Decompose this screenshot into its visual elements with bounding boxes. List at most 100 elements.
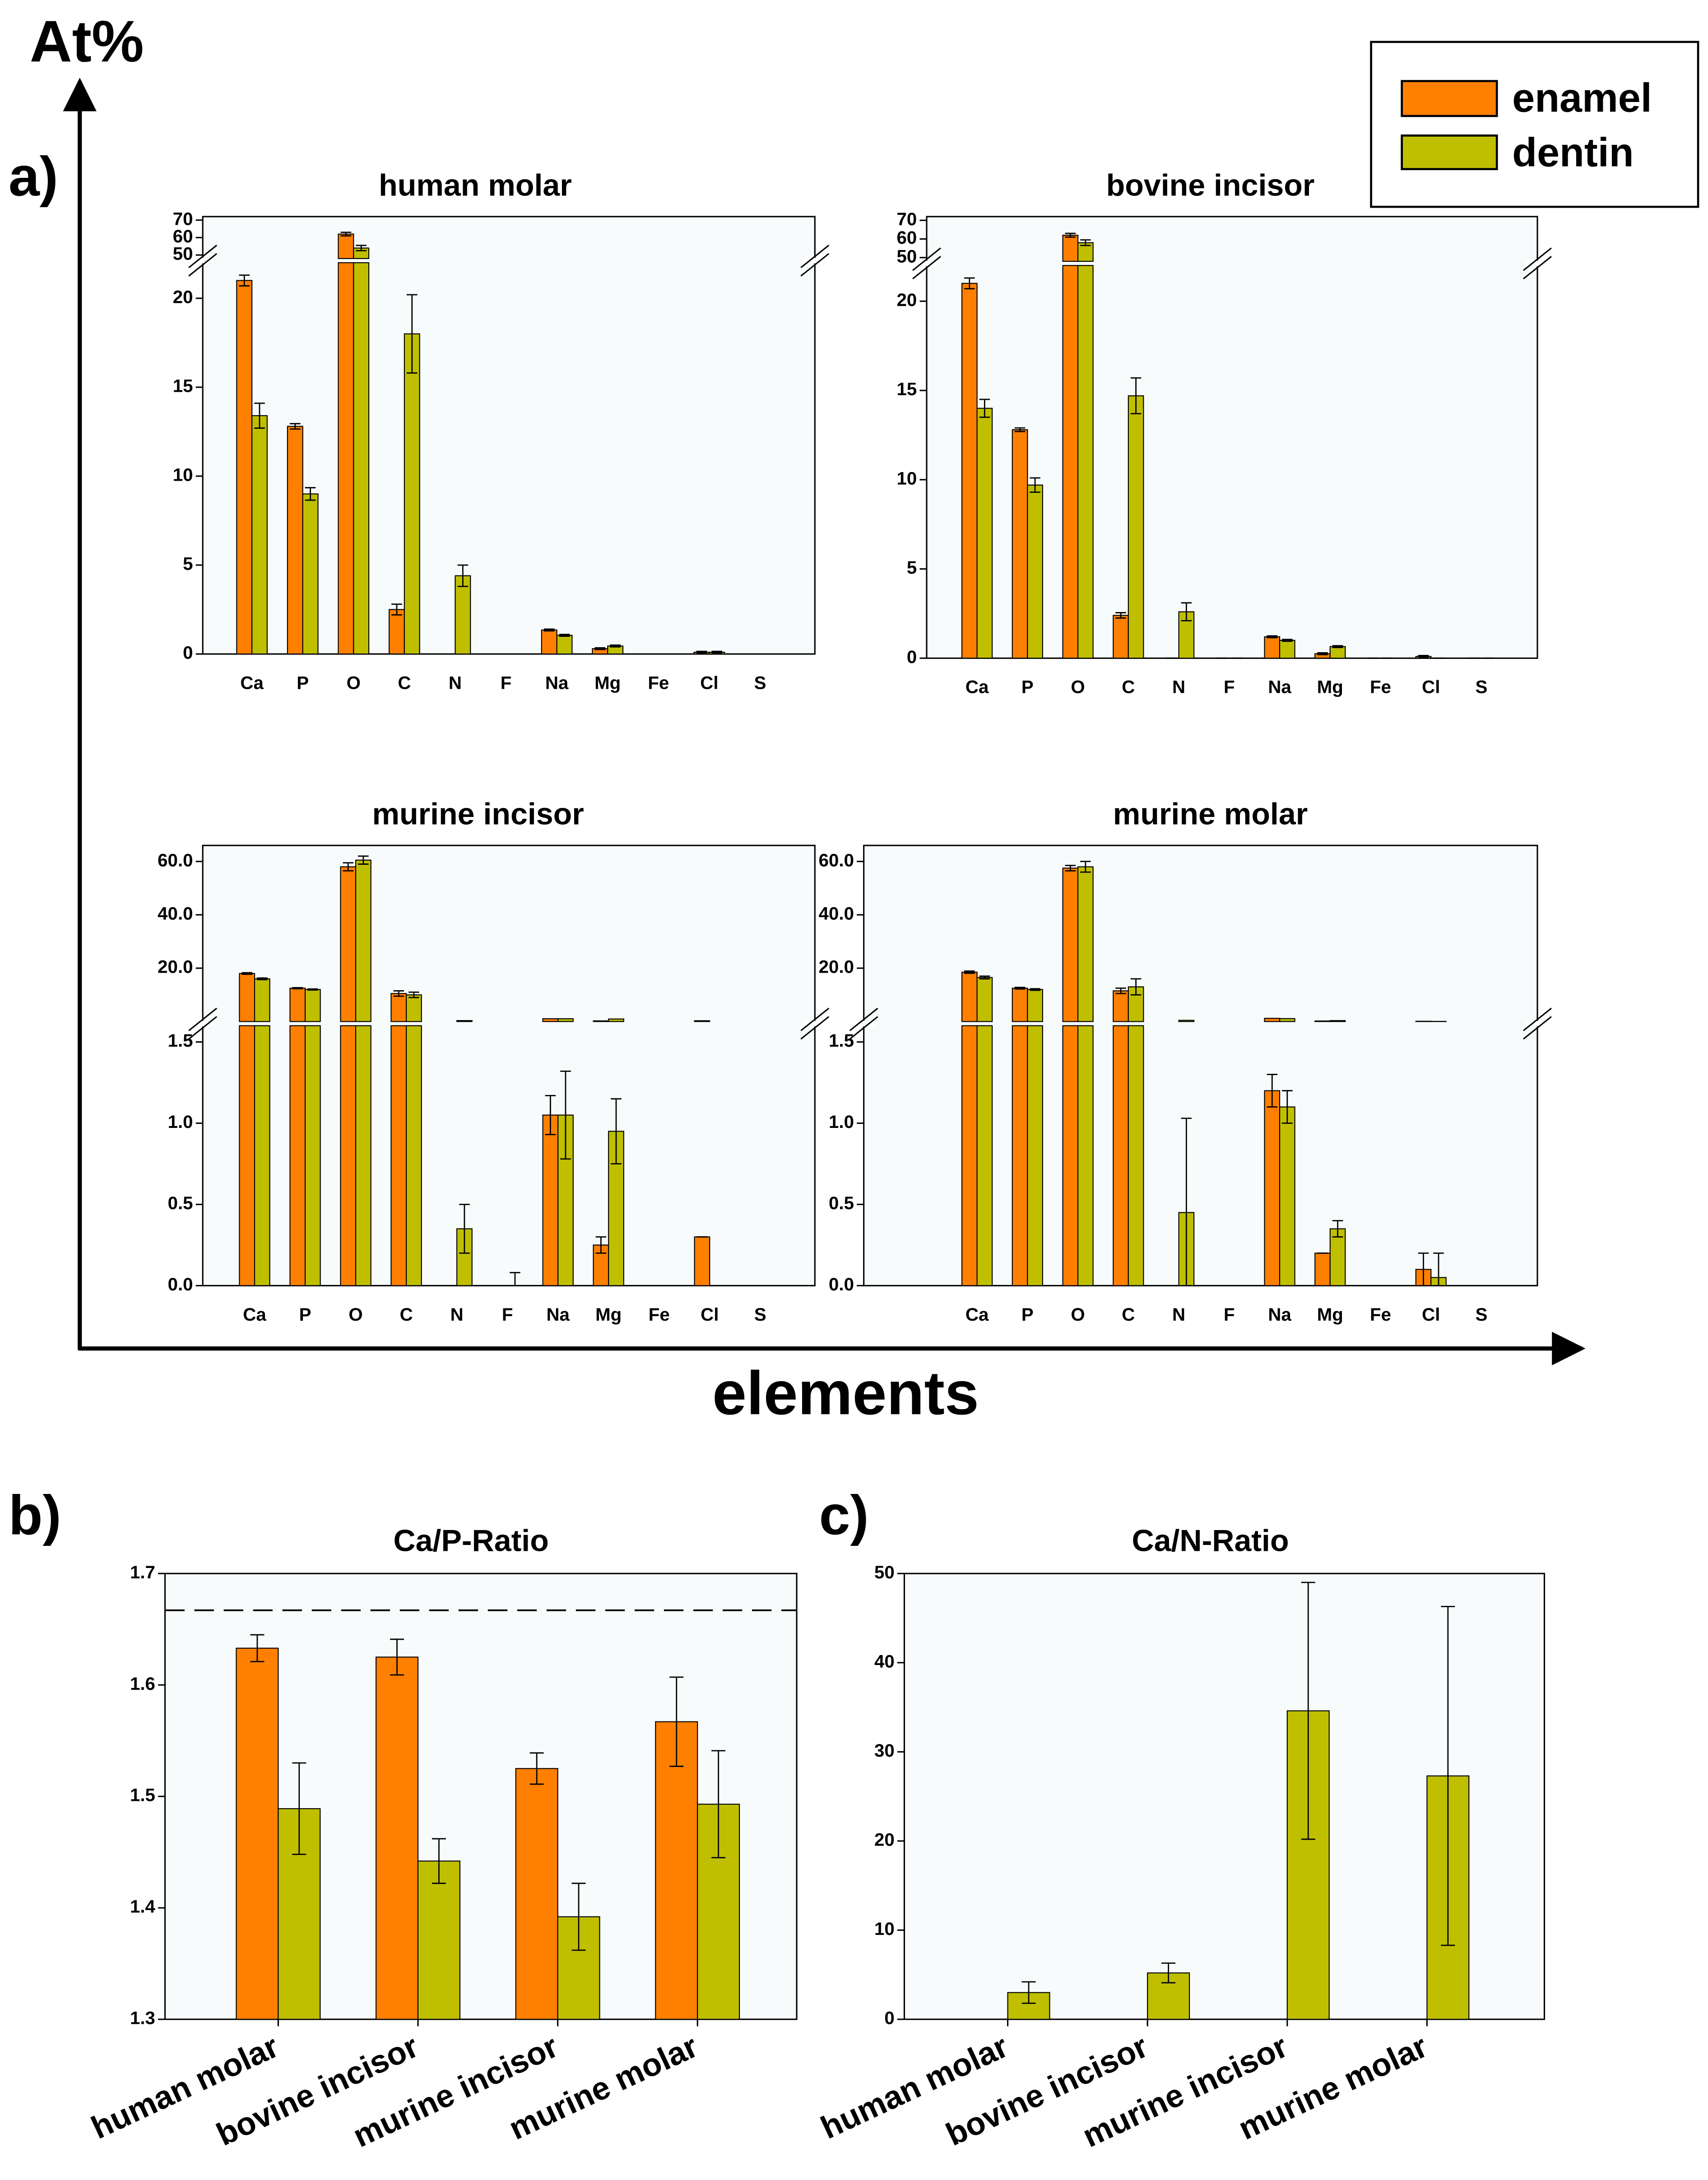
bar: [340, 1025, 357, 1286]
legend-box: [1370, 41, 1699, 208]
y-tick-label: 40.0: [158, 903, 193, 923]
x-axis-label: elements: [712, 1359, 979, 1427]
error-bar: [1021, 1981, 1036, 2004]
error-bar: [1115, 988, 1126, 994]
plot-area: [926, 216, 1538, 659]
error-bar: [595, 1236, 607, 1254]
error-bar: [408, 991, 419, 998]
error-bar: [560, 1070, 571, 1160]
x-tick-label: O: [348, 1304, 362, 1325]
error-bar: [432, 1838, 446, 1884]
bar: [390, 1025, 407, 1286]
error-bar: [391, 603, 402, 616]
panel-label: b): [9, 1484, 61, 1547]
axis-break-gap: [191, 258, 214, 264]
x-tick-label: F: [501, 673, 512, 693]
x-tick-label: Fe: [1370, 677, 1391, 697]
y-tick-label: 15: [173, 376, 193, 396]
error-bar: [696, 650, 707, 654]
x-tick-label: Ca: [965, 677, 989, 697]
x-tick-label: Mg: [1317, 1304, 1343, 1325]
error-bar: [1267, 635, 1278, 639]
y-tick-label: 0.0: [168, 1274, 193, 1294]
error-bar: [1418, 1252, 1429, 1286]
error-bar: [1282, 639, 1293, 642]
bar: [456, 1020, 473, 1022]
bar: [1128, 1025, 1144, 1286]
bar: [1264, 1018, 1281, 1022]
error-bar: [393, 990, 404, 997]
bar: [976, 977, 993, 1022]
y-tick-label: 50: [874, 1562, 895, 1582]
bar: [239, 1025, 255, 1286]
y-tick-label: 20.0: [158, 957, 193, 977]
bar: [1329, 1228, 1346, 1286]
x-tick-label: Cl: [700, 673, 718, 693]
bar: [1329, 1020, 1346, 1022]
bar: [1113, 990, 1129, 1022]
error-bar: [358, 855, 369, 865]
error-bar: [979, 399, 990, 418]
chart-title: bovine incisor: [1106, 168, 1315, 202]
y-tick-label: 1.5: [168, 1030, 193, 1051]
error-bar: [1181, 602, 1192, 622]
y-tick-label: 0.5: [168, 1193, 193, 1213]
bar: [1329, 646, 1346, 659]
error-bar: [529, 1752, 544, 1785]
bar: [1113, 1025, 1129, 1286]
bar: [251, 415, 268, 655]
error-bar: [305, 487, 316, 501]
error-bar: [459, 1204, 470, 1254]
bar: [1012, 429, 1028, 659]
bar: [338, 233, 354, 259]
bar: [1062, 265, 1079, 659]
bar: [694, 1236, 710, 1286]
error-bar: [390, 1638, 404, 1676]
x-tick-label: Mg: [594, 673, 621, 693]
error-bar: [559, 634, 570, 637]
error-bar: [1161, 1962, 1176, 1984]
x-tick-label: F: [502, 1304, 513, 1325]
y-tick-label: 1.6: [130, 1674, 155, 1694]
error-bar: [1332, 1220, 1343, 1238]
bar: [961, 283, 978, 659]
y-tick-label: 0.0: [829, 1274, 854, 1294]
bar: [655, 1721, 698, 2020]
x-tick-label: P: [1021, 1304, 1034, 1325]
error-bar: [241, 972, 252, 975]
error-bar: [964, 277, 975, 290]
error-bar: [1301, 1582, 1315, 1840]
bar: [406, 1025, 422, 1286]
y-tick-label: 20.0: [819, 957, 854, 977]
bar: [287, 426, 303, 655]
bar: [608, 1018, 624, 1022]
error-bar: [669, 1676, 684, 1767]
error-bar: [289, 423, 301, 430]
bar: [302, 493, 319, 655]
bar: [1415, 1020, 1432, 1022]
error-bar: [292, 1762, 306, 1855]
error-bar: [1130, 377, 1142, 414]
y-tick-label: 50: [173, 244, 193, 264]
x-tick-label: Na: [1268, 1304, 1291, 1325]
bar: [1279, 1018, 1295, 1022]
error-bar: [307, 988, 318, 991]
error-bar: [610, 644, 621, 648]
panel-label: a): [9, 145, 58, 208]
error-bar: [711, 1750, 726, 1859]
bar: [1314, 1252, 1331, 1286]
x-tick-label: O: [347, 673, 361, 693]
bar: [406, 994, 422, 1022]
x-tick-label: O: [1071, 677, 1085, 697]
y-tick-label: 1.5: [130, 1785, 155, 1805]
legend-label: enamel: [1512, 76, 1652, 121]
bar: [355, 1025, 371, 1286]
legend: enamel dentin: [1370, 41, 1699, 208]
y-tick-label: 20: [897, 290, 917, 310]
x-tick-label: Na: [1268, 677, 1291, 697]
panel-label: c): [819, 1484, 869, 1547]
bar: [1012, 988, 1028, 1022]
y-tick-label: 20: [874, 1829, 895, 1850]
axis-break: [800, 1007, 830, 1031]
bar: [236, 280, 253, 655]
